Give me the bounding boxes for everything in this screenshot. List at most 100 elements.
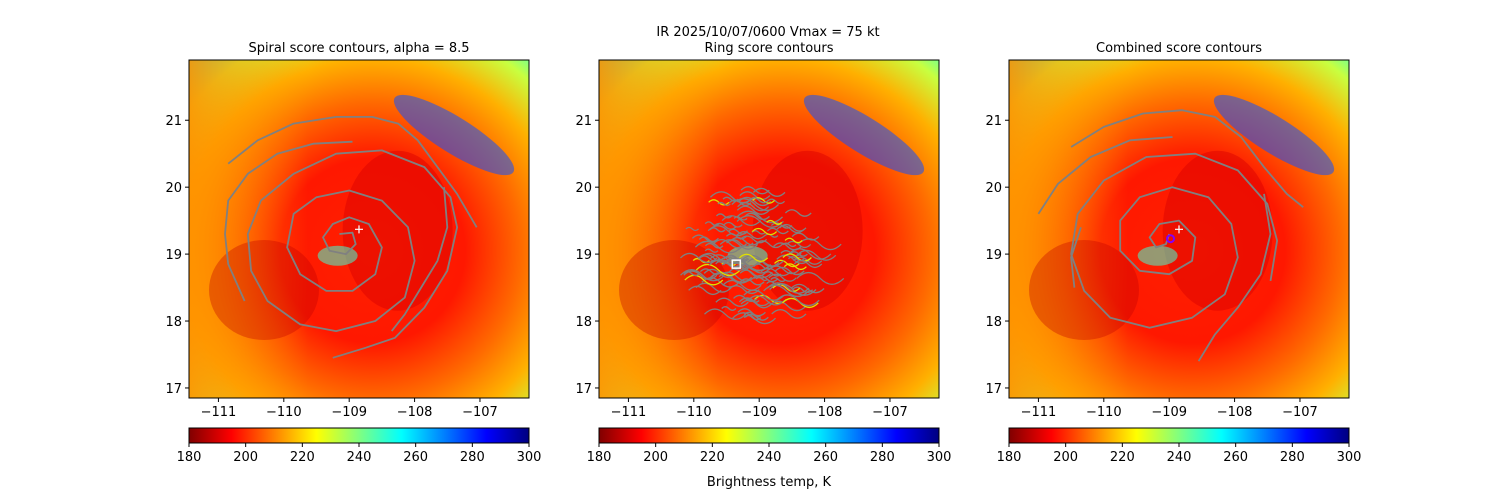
- colorbar-tick-label: 200: [643, 450, 668, 465]
- ring-contour: [736, 230, 766, 240]
- ring-contour: [739, 278, 765, 286]
- ring-contour: [709, 191, 755, 204]
- ring-contour: [722, 196, 739, 202]
- colorbar-tick-label: 300: [927, 450, 952, 465]
- ring-contour: [766, 280, 783, 287]
- ring-contour: [709, 254, 745, 265]
- x-tick-label: −111: [611, 405, 647, 420]
- colorbar-tick-label: 240: [1167, 450, 1192, 465]
- spiral-contour-2: [1070, 109, 1304, 208]
- x-tick-label: −109: [741, 405, 777, 420]
- ring-contour: [721, 215, 762, 227]
- x-tick-label: −108: [1217, 405, 1253, 420]
- ring-contour: [744, 313, 769, 321]
- ring-contour: [699, 268, 723, 275]
- colorbar: [1008, 427, 1350, 444]
- y-tick-label: 20: [575, 181, 592, 196]
- axes-frame: [188, 59, 530, 399]
- panel-3: Combined score contours −111 −110 −109 −108 −…: [985, 41, 1361, 465]
- ring-contour: [770, 277, 787, 283]
- y-tick-label: 19: [575, 248, 592, 263]
- panel-1: Spiral score contours, alpha = 8.5 −111 −1…: [165, 41, 541, 465]
- ring-contour: [704, 308, 747, 320]
- y-tick-label: 19: [165, 248, 182, 263]
- ring-contour: [760, 267, 792, 277]
- panel-title: Ring score contours: [704, 41, 833, 56]
- colorbar-tick-label: 240: [347, 450, 372, 465]
- ring-contour: [797, 238, 842, 251]
- y-tick-label: 19: [985, 248, 1002, 263]
- ring-contour: [791, 286, 814, 293]
- ring-contour: [733, 294, 758, 303]
- ring-contour: [779, 223, 807, 232]
- spiral-contour-4: [390, 187, 449, 332]
- ring-contour: [768, 273, 797, 282]
- colorbar-tick-label: 300: [1337, 450, 1362, 465]
- ring-contour: [782, 253, 812, 262]
- brightness-field: [1009, 60, 1349, 398]
- ring-contour: [763, 284, 810, 298]
- colorbar-tick-label: 180: [177, 450, 202, 465]
- y-tick-label: 21: [575, 114, 592, 129]
- spiral-contour-5: [1197, 193, 1272, 362]
- ring-contour: [782, 242, 797, 248]
- ring-contour: [783, 263, 807, 271]
- ring-contour: [722, 279, 762, 291]
- plus-marker: [1175, 225, 1183, 234]
- ring-contour: [712, 238, 748, 249]
- ring-contour: [766, 219, 783, 225]
- figure-suptitle: IR 2025/10/07/0600 Vmax = 75 kt: [656, 25, 879, 40]
- ring-contour: [704, 248, 719, 253]
- ring-contour: [737, 202, 770, 212]
- ring-contour: [739, 191, 771, 200]
- colorbar-tick-label: 220: [1110, 450, 1135, 465]
- brightness-field: [599, 60, 939, 398]
- ring-contour: [752, 187, 786, 197]
- axes-frame: [1008, 59, 1350, 399]
- ring-contour: [784, 209, 812, 217]
- y-tick-label: 20: [985, 181, 1002, 196]
- ring-contour: [796, 271, 845, 285]
- ring-contour: [774, 266, 805, 276]
- ring-contour: [709, 227, 726, 233]
- ring-contour: [766, 227, 789, 235]
- x-tick-label: −107: [1282, 405, 1318, 420]
- ring-contour: [796, 249, 837, 261]
- ring-contour: [695, 282, 732, 293]
- colorbar-tick-label: 260: [813, 450, 838, 465]
- colorbar: [188, 427, 530, 444]
- y-tick-label: 21: [985, 114, 1002, 129]
- plus-marker: [355, 225, 363, 234]
- colorbar-tick-label: 180: [997, 450, 1022, 465]
- x-tick-label: −110: [266, 405, 302, 420]
- x-tick-label: −109: [331, 405, 367, 420]
- panels: Spiral score contours, alpha = 8.5 −111 −1…: [165, 41, 1361, 465]
- ring-contour: [713, 222, 737, 230]
- x-tick-label: −107: [462, 405, 498, 420]
- x-tick-label: −110: [1086, 405, 1122, 420]
- y-tick-label: 17: [575, 382, 592, 397]
- ring-contour: [717, 201, 731, 207]
- ring-contour: [736, 210, 784, 224]
- ring-contour: [707, 225, 748, 237]
- ring-contour: [753, 274, 779, 283]
- ring-contour: [716, 213, 733, 219]
- ring-contour: [768, 300, 807, 312]
- axes-frame: [598, 59, 940, 399]
- panel-2: Ring score contours −111 −110 −109 −108 −107 1…: [575, 41, 951, 465]
- ring-contour: [684, 274, 724, 286]
- panel-title: Spiral score contours, alpha = 8.5: [248, 41, 469, 56]
- ring-contour: [766, 282, 810, 294]
- x-tick-label: −107: [872, 405, 908, 420]
- ring-contour: [763, 271, 782, 277]
- colorbar-tick-label: 200: [1053, 450, 1078, 465]
- ring-contour: [739, 235, 768, 244]
- square-marker: [731, 259, 742, 269]
- x-tick-label: −109: [1151, 405, 1187, 420]
- y-tick-label: 17: [985, 382, 1002, 397]
- colorbar-tick-label: 240: [757, 450, 782, 465]
- colorbar-tick-label: 260: [1223, 450, 1248, 465]
- ring-contour: [734, 265, 750, 271]
- ring-contour: [748, 197, 770, 204]
